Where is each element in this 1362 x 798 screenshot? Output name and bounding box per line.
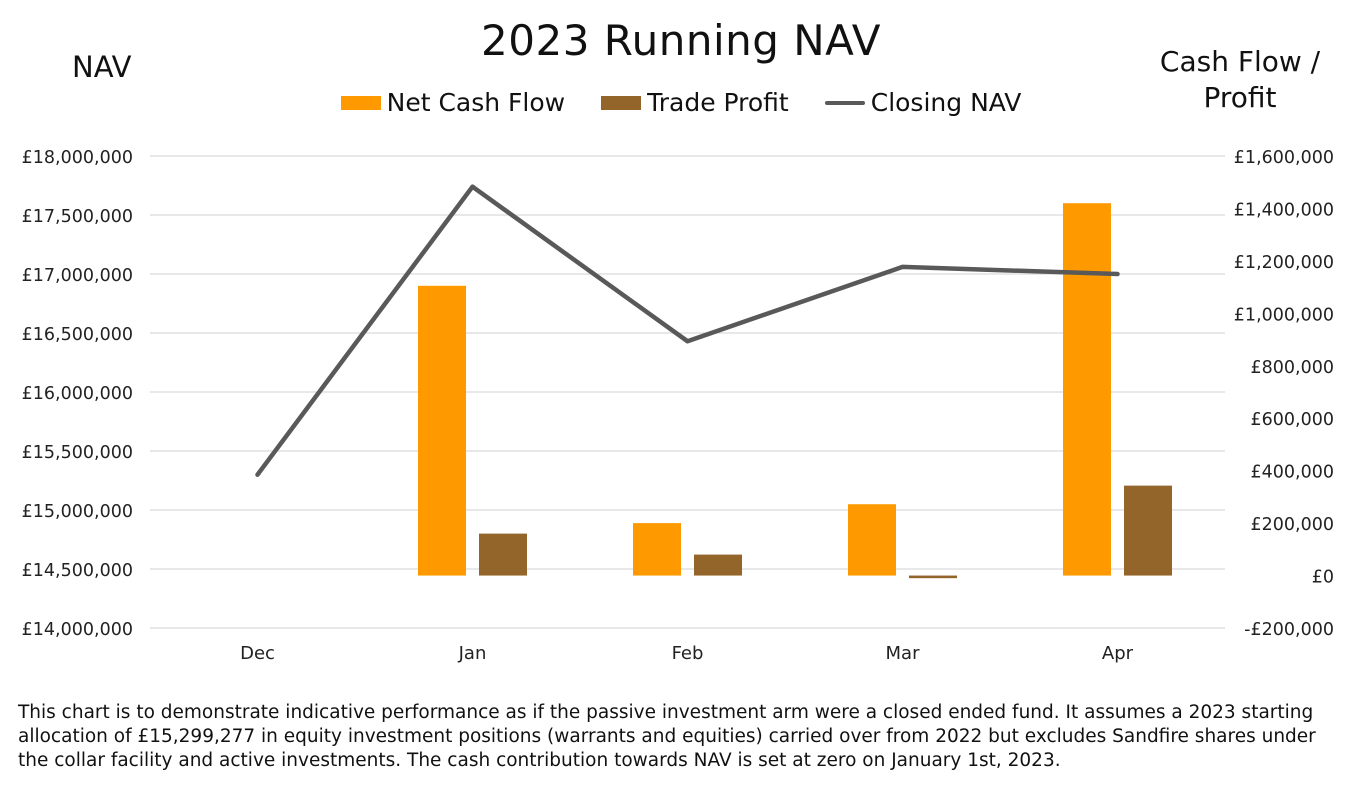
right-tick-label: £200,000 — [1250, 515, 1334, 535]
bar-trade-profit — [1124, 485, 1172, 576]
legend-item-closing-nav: Closing NAV — [824, 88, 1022, 117]
bar-net-cash-flow — [418, 285, 466, 576]
chart-plot: £14,000,000 £14,500,000 £15,000,000 £15,500… — [22, 148, 1334, 664]
legend-swatch-net-cash-flow — [340, 95, 381, 110]
right-tick-label: £1,000,000 — [1234, 305, 1334, 325]
x-tick-label: Dec — [240, 643, 275, 664]
bar-trade-profit — [479, 533, 527, 576]
point-closing-nav — [470, 184, 475, 189]
legend-item-net-cash-flow: Net Cash Flow — [340, 88, 566, 117]
right-tick-label: £400,000 — [1250, 463, 1334, 483]
left-tick-label: £16,500,000 — [22, 325, 133, 345]
bar-net-cash-flow — [633, 523, 681, 576]
footnote: This chart is to demonstrate indicative … — [18, 702, 1316, 771]
right-axis-title: Cash Flow / Profit — [1159, 45, 1321, 114]
bar-trade-profit — [694, 554, 742, 576]
left-tick-label: £14,500,000 — [22, 561, 133, 581]
right-tick-label: £600,000 — [1250, 410, 1334, 430]
left-tick-label: £17,500,000 — [22, 207, 133, 227]
legend: Net Cash Flow Trade Profit Closing NAV — [0, 88, 1362, 117]
left-tick-label: £18,000,000 — [22, 148, 133, 168]
point-closing-nav — [900, 264, 905, 269]
right-tick-label: -£200,000 — [1244, 620, 1334, 640]
left-tick-label: £15,500,000 — [22, 443, 133, 463]
legend-label-trade-profit: Trade Profit — [647, 88, 789, 117]
chart-title: 2023 Running NAV — [481, 16, 881, 65]
left-tick-label: £14,000,000 — [22, 620, 133, 640]
x-tick-label: Mar — [886, 643, 921, 664]
legend-label-net-cash-flow: Net Cash Flow — [386, 88, 566, 117]
legend-swatch-trade-profit — [601, 95, 642, 110]
left-axis-title: NAV — [72, 50, 132, 84]
point-closing-nav — [685, 339, 690, 344]
point-closing-nav — [1115, 272, 1120, 276]
right-tick-label: £0 — [1312, 568, 1334, 588]
left-tick-label: £17,000,000 — [22, 266, 133, 286]
right-tick-label: £800,000 — [1250, 358, 1334, 378]
bar-net-cash-flow — [1063, 203, 1111, 576]
x-tick-label: Apr — [1102, 643, 1134, 664]
x-tick-label: Jan — [458, 643, 487, 664]
point-closing-nav — [255, 472, 260, 477]
legend-label-closing-nav: Closing NAV — [870, 88, 1022, 117]
left-tick-label: £15,000,000 — [22, 502, 133, 522]
right-tick-label: £1,400,000 — [1234, 200, 1334, 220]
left-tick-label: £16,000,000 — [22, 384, 133, 404]
bar-trade-profit — [909, 575, 957, 579]
x-tick-label: Feb — [672, 643, 704, 664]
legend-swatch-closing-nav — [824, 100, 865, 105]
legend-item-trade-profit: Trade Profit — [601, 88, 789, 117]
line-closing-nav — [255, 184, 1120, 477]
right-tick-label: £1,600,000 — [1234, 148, 1334, 168]
bar-net-cash-flow — [848, 504, 896, 576]
right-tick-label: £1,200,000 — [1234, 253, 1334, 273]
